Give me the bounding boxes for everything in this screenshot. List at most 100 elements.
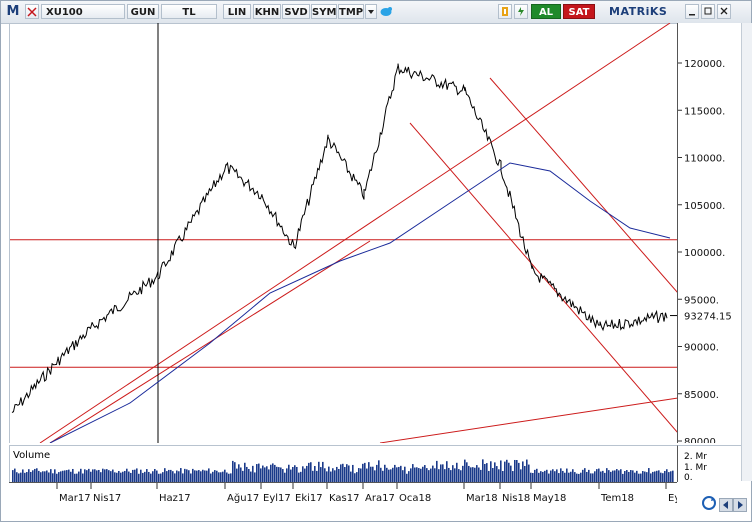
scroll-left-icon[interactable] [719,498,733,512]
volume-bar [446,461,448,482]
alert-icon[interactable] [498,4,512,19]
volume-bar [554,471,556,482]
volume-bar [494,462,496,482]
volume-bar [90,471,92,482]
volume-bar [72,468,74,482]
volume-bar [390,469,392,482]
volume-bar [234,462,236,482]
twitter-icon[interactable] [379,4,393,19]
trendline [379,397,679,444]
volume-label: Volume [13,450,51,461]
navigation-controls [701,495,749,513]
volume-bar [232,460,234,482]
volume-bar [598,468,600,482]
volume-bar [128,471,130,482]
sell-button[interactable]: SAT [563,4,595,19]
volume-bar [410,468,412,482]
volume-bar [660,472,662,482]
volume-bar [632,470,634,482]
price-chart[interactable] [9,22,679,444]
volume-bar [236,468,238,482]
volume-bar [398,466,400,482]
volume-bar [32,470,34,482]
volume-bar [94,469,96,482]
volume-bar [266,466,268,482]
minimize-icon[interactable] [685,4,699,19]
volume-chart[interactable]: Volume [9,445,678,482]
volume-bar [550,470,552,482]
scale-button[interactable]: LIN [223,4,251,19]
buy-button[interactable]: AL [531,4,561,19]
sym-button[interactable]: SYM [311,4,337,19]
maximize-icon[interactable] [701,4,715,19]
volume-bar [344,467,346,482]
volume-bar [582,469,584,482]
volume-bar [578,473,580,482]
volume-bar [522,461,524,482]
volume-bar [332,468,334,482]
moving-average-line [49,162,671,444]
date-axis-label: Ara17 [365,493,395,504]
volume-bar [440,464,442,482]
volume-bar [46,470,48,482]
volume-bar [60,471,62,482]
volume-bar [370,466,372,482]
volume-bar [426,468,428,482]
volume-bar [552,469,554,482]
volume-bar [76,473,78,482]
symbol-field[interactable]: XU100 [41,4,125,19]
volume-bar [452,465,454,482]
volume-tick: 2. Mr [684,452,707,462]
price-axis-label: 120000. [684,59,725,70]
volume-bar [320,467,322,482]
volume-bar [574,472,576,482]
volume-bar [284,472,286,482]
khn-button[interactable]: KHN [253,4,281,19]
volume-bar [334,470,336,482]
sync-icon[interactable] [701,495,717,511]
volume-bar [110,471,112,482]
volume-bar [400,465,402,482]
volume-bar [274,464,276,482]
volume-bar [218,472,220,482]
volume-bar [492,468,494,482]
period-button[interactable]: GUN [127,4,159,19]
volume-bar [374,470,376,482]
volume-bar [42,471,44,482]
volume-bar [392,467,394,482]
volume-bar [214,470,216,482]
volume-bar [204,470,206,482]
volume-bar [64,470,66,482]
close-icon[interactable] [717,4,731,19]
volume-bar [194,470,196,482]
volume-bar [444,469,446,482]
volume-bar [528,464,530,482]
volume-bar [468,465,470,482]
menu-button[interactable]: M [6,4,20,19]
volume-bar [644,471,646,482]
currency-button[interactable]: TL [161,4,217,19]
volume-bar [270,464,272,482]
volume-bar [670,471,672,482]
volume-bar [56,473,58,482]
volume-bar [290,469,292,482]
volume-bar [588,469,590,482]
volume-bar [466,462,468,482]
svd-button[interactable]: SVD [282,4,310,19]
volume-bar [408,471,410,482]
volume-bar [152,471,154,482]
vertical-scrollbar[interactable] [741,23,752,481]
scroll-right-icon[interactable] [733,498,747,512]
volume-bar [478,467,480,482]
volume-bar [524,465,526,482]
volume-bar [24,472,26,482]
volume-bar [560,468,562,482]
tmp-button[interactable]: TMP [338,4,364,19]
link-icon[interactable] [25,4,39,19]
dropdown-arrow-icon[interactable] [365,4,377,19]
refresh-icon[interactable] [514,4,528,19]
volume-bar [420,468,422,482]
volume-bar [516,460,518,482]
volume-bar [256,464,258,482]
volume-bar [388,469,390,482]
